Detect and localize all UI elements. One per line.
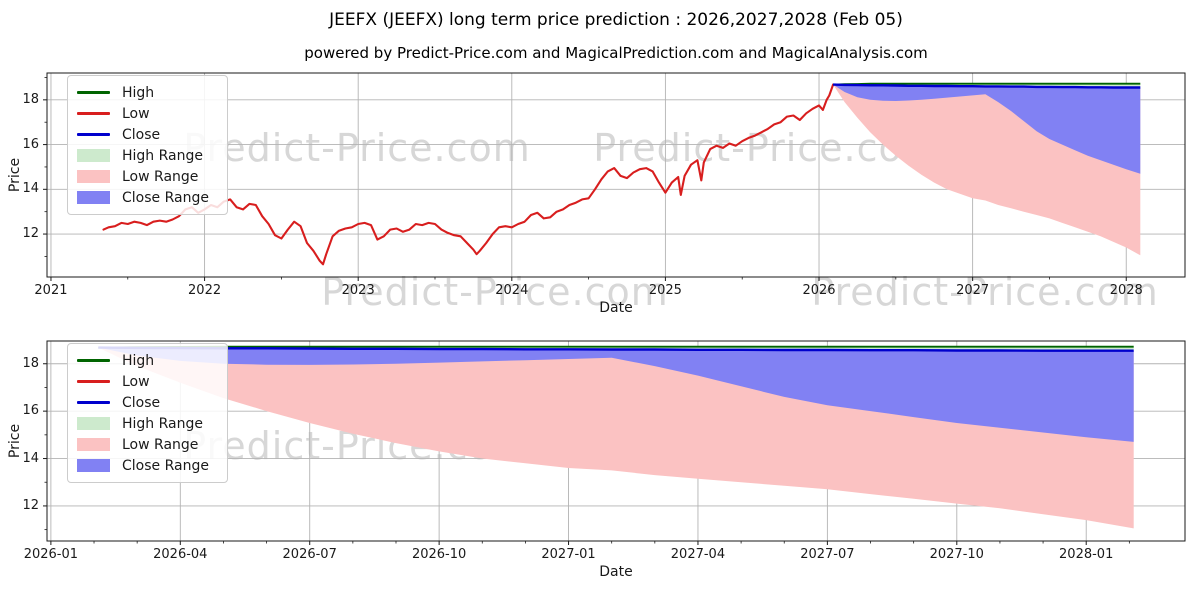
watermark-text: Predict-Price.com (183, 126, 531, 170)
legend-line-swatch (77, 359, 110, 362)
x-tick-label: 2027-04 (670, 547, 726, 562)
x-tick-label: 2022 (188, 283, 222, 298)
x-tick-label: 2023 (341, 283, 375, 298)
y-tick-label: 12 (22, 497, 39, 513)
legend-item-low: Low (77, 371, 219, 392)
x-tick-label: 2025 (648, 283, 682, 298)
y-tick-label: 16 (22, 136, 39, 152)
close-prediction-line (98, 346, 1134, 352)
legend-label: Close (122, 394, 161, 411)
legend-item-close-range: Close Range (77, 187, 219, 208)
legend-label: Low (122, 105, 150, 122)
low-history-line (102, 83, 835, 266)
chart-subtitle: powered by Predict-Price.com and Magical… (304, 44, 928, 62)
legend-line-swatch (77, 91, 110, 94)
legend-item-low-range: Low Range (77, 166, 219, 187)
legend-item-close: Close (77, 392, 219, 413)
legend-fill-swatch (77, 459, 110, 472)
legend-line-swatch (77, 133, 110, 136)
legend-label: Close Range (122, 457, 209, 474)
x-axis-label: Date (599, 564, 633, 580)
legend-item-high-range: High Range (77, 413, 219, 434)
legend-bottom: High Low Close High Range Low Range Close Ran… (67, 343, 228, 483)
chart-title: JEEFX (JEEFX) long term price prediction… (329, 10, 903, 30)
legend-fill-swatch (77, 417, 110, 430)
high-prediction-line (98, 345, 1134, 349)
x-tick-label: 2027-01 (541, 547, 596, 562)
legend-fill-swatch (77, 191, 110, 204)
legend-item-high: High (77, 350, 219, 371)
legend-label: Low Range (122, 168, 199, 185)
y-tick-label: 16 (22, 403, 39, 419)
legend-line-swatch (77, 401, 110, 404)
legend-fill-swatch (77, 149, 110, 162)
x-tick-label: 2026-01 (23, 547, 79, 562)
legend-label: High Range (122, 415, 203, 432)
y-tick-label: 12 (22, 226, 39, 242)
legend-item-close-range: Close Range (77, 455, 219, 476)
high-prediction-line (833, 82, 1141, 86)
legend-label: Low (122, 373, 150, 390)
y-tick-label: 18 (22, 355, 39, 371)
legend-line-swatch (77, 112, 110, 115)
close-range-area (833, 84, 1141, 174)
axes-spines (46, 340, 1186, 542)
x-axis-label: Date (599, 300, 633, 316)
legend-fill-swatch (77, 438, 110, 451)
x-tick-label: 2028 (1109, 283, 1143, 298)
y-tick-label: 14 (22, 181, 39, 197)
y-tick-label: 14 (22, 450, 39, 466)
legend-label: Low Range (122, 436, 199, 453)
legend-label: Close Range (122, 189, 209, 206)
legend-item-high-range: High Range (77, 145, 219, 166)
y-tick-label: 18 (22, 91, 39, 107)
x-tick-label: 2026-10 (411, 547, 467, 562)
legend-label: High (122, 84, 155, 101)
y-axis-label: Price (7, 423, 23, 459)
y-axis-label: Price (7, 157, 23, 193)
x-tick-label: 2028-01 (1059, 547, 1114, 562)
legend-item-low: Low (77, 103, 219, 124)
x-tick-label: 2027 (956, 283, 990, 298)
x-tick-label: 2021 (34, 283, 68, 298)
legend-fill-swatch (77, 170, 110, 183)
legend-item-high: High (77, 82, 219, 103)
x-tick-label: 2026 (802, 283, 836, 298)
legend-label: Close (122, 126, 161, 143)
axes-spines (46, 72, 1186, 278)
x-tick-label: 2024 (495, 283, 529, 298)
legend-label: High Range (122, 147, 203, 164)
x-tick-label: 2026-04 (153, 547, 208, 562)
close-prediction-line (833, 83, 1141, 89)
legend-line-swatch (77, 380, 110, 383)
legend-top: High Low Close High Range Low Range Close Ran… (67, 75, 228, 215)
legend-item-low-range: Low Range (77, 434, 219, 455)
legend-label: High (122, 352, 155, 369)
x-tick-label: 2026-07 (282, 547, 337, 562)
x-tick-label: 2027-07 (800, 547, 855, 562)
close-range-area (98, 347, 1134, 442)
x-tick-label: 2027-10 (929, 547, 984, 562)
legend-item-close: Close (77, 124, 219, 145)
